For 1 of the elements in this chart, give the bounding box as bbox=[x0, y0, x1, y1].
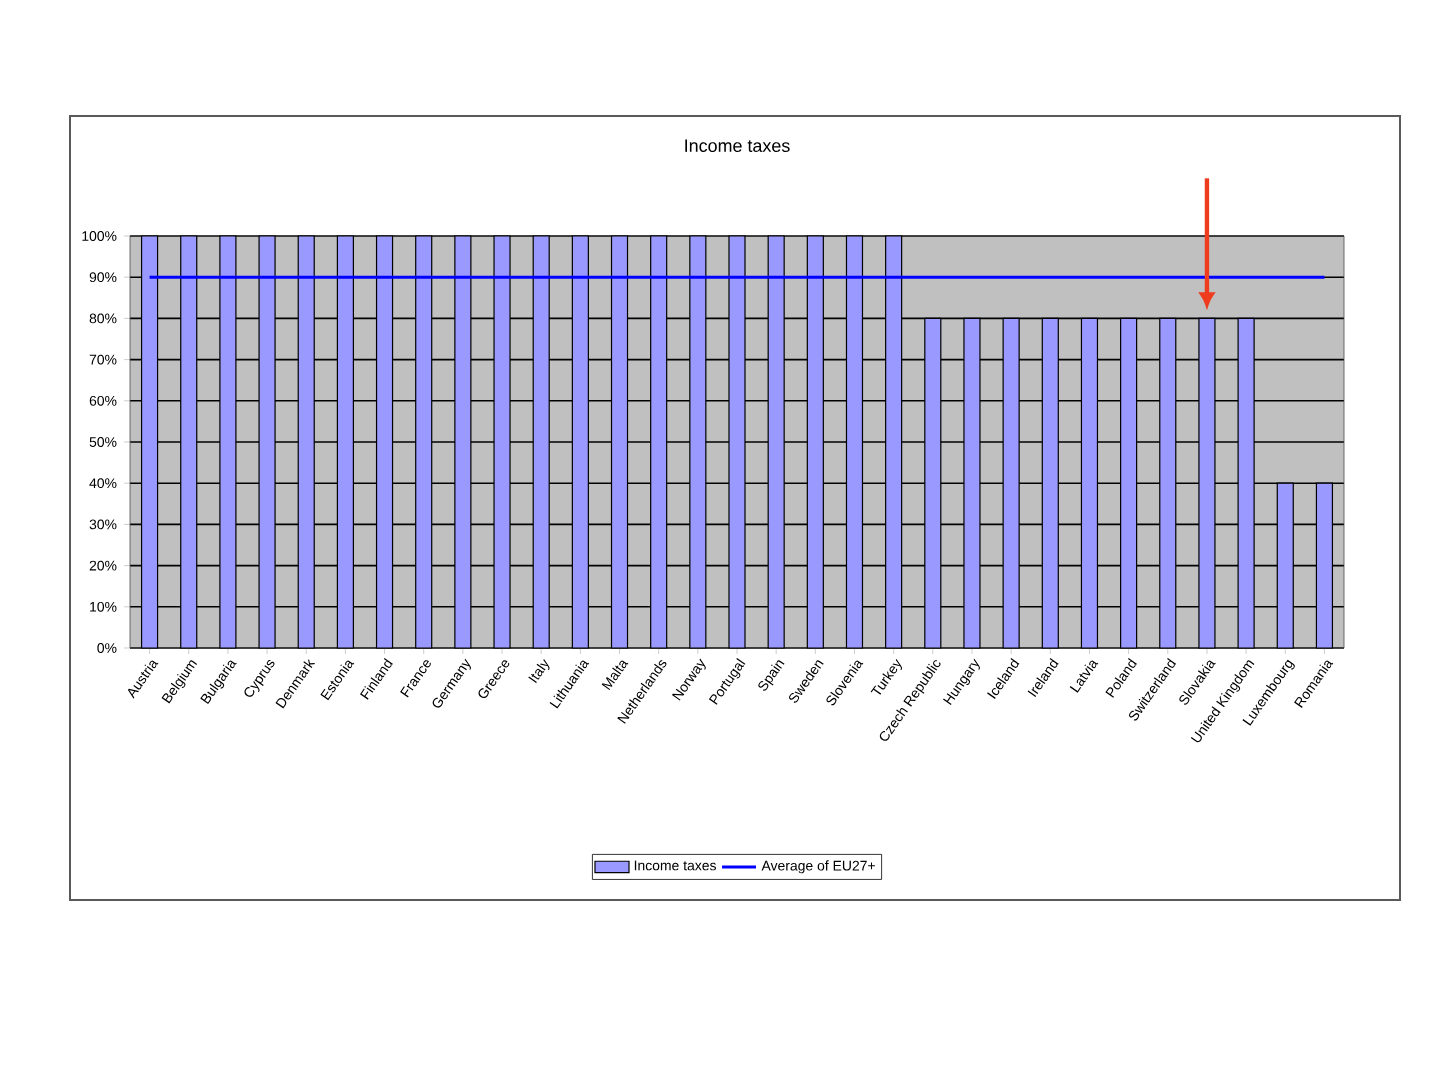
chart-title: Income taxes bbox=[685, 139, 790, 153]
